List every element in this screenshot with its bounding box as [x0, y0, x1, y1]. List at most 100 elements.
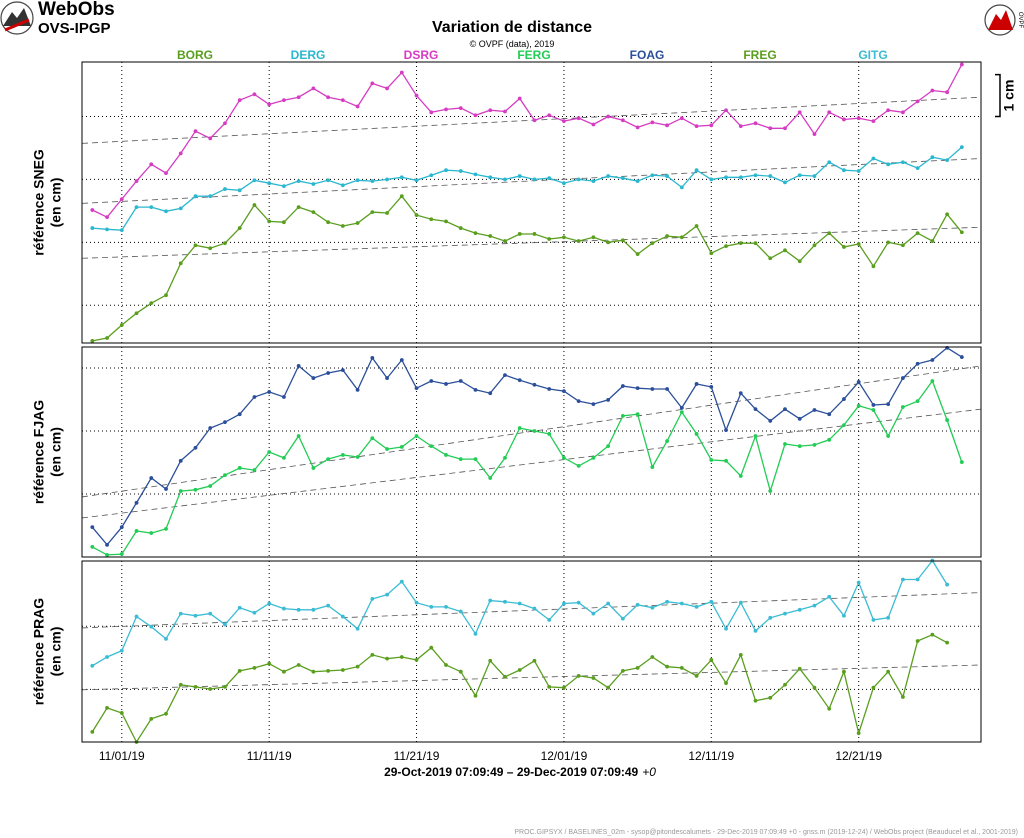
data-point — [679, 601, 684, 606]
data-point — [370, 652, 375, 657]
data-point — [193, 194, 198, 199]
data-point — [370, 596, 375, 601]
data-point — [267, 219, 272, 224]
data-point — [768, 174, 773, 178]
data-point — [119, 323, 124, 327]
data-point — [679, 410, 684, 414]
data-point — [783, 407, 787, 412]
data-point — [915, 399, 920, 404]
data-point — [591, 235, 596, 240]
scale-label: 1 cm — [1001, 80, 1017, 112]
data-point — [385, 177, 389, 182]
data-point — [282, 184, 286, 189]
logo-stripe — [4, 18, 30, 32]
data-point — [797, 173, 802, 178]
data-point — [149, 531, 154, 535]
data-point — [532, 606, 537, 611]
data-point — [547, 176, 552, 181]
data-point — [223, 241, 227, 246]
data-point — [517, 174, 522, 178]
data-point — [90, 729, 95, 734]
data-point — [915, 577, 920, 582]
data-point — [768, 126, 773, 131]
plot-frame — [81, 346, 982, 558]
data-point — [237, 412, 242, 417]
data-point — [650, 655, 655, 659]
data-point — [252, 92, 257, 97]
data-point — [473, 631, 478, 636]
y-axis-label: référence PRAG — [31, 598, 47, 705]
data-point — [812, 243, 817, 248]
data-point — [871, 119, 876, 124]
data-point — [164, 711, 168, 716]
data-point — [503, 109, 507, 114]
data-point — [753, 121, 758, 126]
data-point — [414, 434, 419, 438]
data-point — [768, 256, 773, 261]
data-point — [591, 402, 596, 407]
data-point — [591, 611, 596, 616]
data-point — [385, 656, 389, 661]
data-point — [208, 426, 213, 430]
data-point — [429, 444, 434, 449]
data-point — [399, 70, 404, 75]
data-point — [134, 529, 139, 533]
data-point — [738, 600, 743, 605]
data-point — [900, 110, 905, 115]
data-point — [783, 611, 787, 616]
data-point — [444, 219, 448, 224]
data-point — [635, 412, 640, 417]
data-point — [267, 601, 272, 606]
data-point — [959, 62, 964, 67]
data-point — [900, 376, 905, 380]
data-point — [606, 240, 611, 245]
data-point — [473, 231, 478, 236]
data-point — [915, 166, 920, 171]
y-axis-label: (en cm) — [48, 627, 64, 677]
data-point — [488, 234, 493, 238]
data-point — [886, 615, 891, 620]
data-point — [90, 226, 95, 230]
data-point — [311, 607, 316, 612]
data-point — [399, 358, 404, 362]
data-point — [842, 168, 846, 173]
data-point — [282, 98, 286, 103]
data-point — [326, 220, 331, 225]
data-point — [340, 183, 345, 188]
data-point — [576, 600, 581, 605]
data-point — [237, 466, 242, 470]
data-point — [576, 399, 581, 404]
data-point — [620, 118, 625, 123]
data-point — [208, 484, 213, 488]
data-point — [105, 706, 109, 710]
data-point — [842, 397, 846, 401]
data-point — [694, 674, 699, 678]
data-point — [886, 108, 891, 113]
data-point — [237, 226, 242, 230]
data-point — [267, 102, 272, 107]
data-point — [503, 177, 507, 182]
data-point — [945, 582, 950, 587]
data-point — [724, 428, 728, 433]
data-point — [679, 116, 684, 121]
data-point — [223, 420, 227, 425]
data-point — [679, 406, 684, 410]
data-point — [709, 658, 714, 662]
data-point — [783, 126, 787, 131]
data-point — [900, 160, 905, 165]
data-point — [326, 371, 331, 375]
data-point — [827, 706, 832, 711]
plot-area — [82, 62, 981, 343]
data-point — [620, 238, 625, 243]
data-point — [355, 387, 360, 392]
data-point — [562, 235, 566, 240]
data-point — [473, 387, 478, 392]
data-point — [208, 687, 213, 691]
data-point — [164, 293, 168, 298]
data-point — [178, 458, 183, 463]
data-point — [576, 177, 581, 182]
data-point — [694, 604, 699, 609]
data-point — [458, 169, 463, 173]
data-point — [473, 113, 478, 118]
